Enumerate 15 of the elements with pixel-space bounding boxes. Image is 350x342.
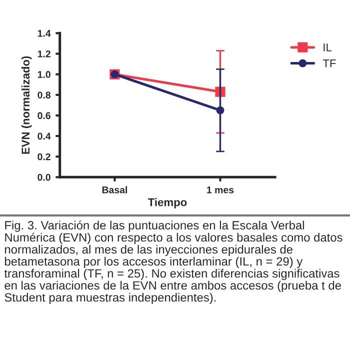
- y-axis-title: EVN (normalizado): [21, 56, 32, 154]
- caption: Fig. 3. Variación de las puntuaciones en la Escala Verbal Numérica (EVN) con respecto a los valores basales como datos normalizados, al mes de las inyecciones epidurales de betametasona por los accesos interlaminar (IL, n = 29) y transforaminal (TF, n = 25). No existen diferencias significativas en las variaciones de la EVN entre ambos accesos (prueba t de Student para muestras independientes).: [4, 220, 342, 304]
- x-axis-title: Tiempo: [148, 198, 187, 208]
- y-tick-label: 1.4: [38, 30, 51, 37]
- y-tick-label: 0.4: [38, 132, 51, 140]
- y-tick-label: 0.2: [38, 153, 50, 160]
- legend-label: TF: [322, 59, 336, 68]
- x-tick-label: Basal: [102, 186, 127, 194]
- y-tick-label: 1.0: [38, 71, 50, 78]
- y-tick-label: 1.2: [38, 50, 50, 58]
- y-tick-label: 0.6: [38, 112, 50, 120]
- y-tick-label: 0.8: [38, 92, 51, 98]
- y-tick-label: 0.0: [38, 174, 50, 181]
- legend-label: IL: [324, 44, 332, 52]
- x-tick-label: 1 mes: [207, 186, 234, 194]
